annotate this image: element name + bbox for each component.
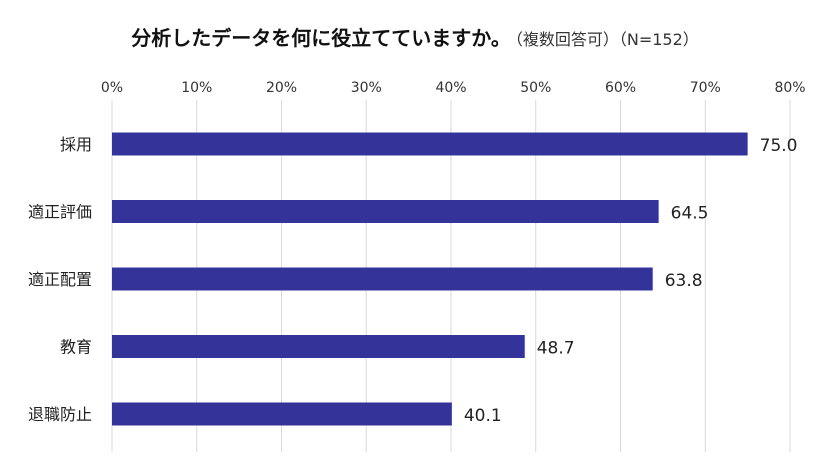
x-tick-label: 20% — [266, 80, 297, 96]
chart-subtitle: （複数回答可）（N=152） — [514, 30, 699, 49]
x-tick-label: 30% — [351, 80, 382, 96]
x-tick-label: 40% — [435, 80, 466, 96]
category-label: 適正配置 — [28, 270, 92, 289]
category-label: 退職防止 — [28, 405, 92, 424]
category-label: 適正評価 — [28, 203, 92, 222]
bar — [112, 267, 653, 291]
category-label: 採用 — [60, 135, 92, 154]
bar — [112, 132, 748, 156]
data-label: 64.5 — [671, 204, 709, 224]
bar — [112, 335, 525, 358]
x-axis-tick-labels: 0% 10% 20% 30% 40% 50% 60% 70% 80% — [101, 80, 806, 96]
x-tick-label: 50% — [520, 80, 551, 96]
x-tick-label: 60% — [605, 80, 636, 96]
data-label: 40.1 — [464, 406, 502, 426]
category-label: 教育 — [60, 338, 92, 357]
x-tick-label: 80% — [774, 80, 805, 96]
data-label: 75.0 — [760, 136, 798, 156]
bar — [112, 200, 659, 223]
data-labels: 75.0 64.5 63.8 48.7 40.1 — [464, 136, 798, 426]
x-tick-label: 10% — [181, 80, 212, 96]
x-tick-label: 0% — [101, 80, 123, 96]
bars — [112, 132, 748, 426]
data-label: 63.8 — [665, 271, 703, 291]
chart-title-row: 分析したデータを何に役立てていますか。 （複数回答可）（N=152） — [0, 22, 830, 58]
chart-title: 分析したデータを何に役立てていますか。 — [131, 26, 511, 50]
x-tick-label: 70% — [690, 80, 721, 96]
bar — [112, 402, 452, 426]
data-label: 48.7 — [537, 339, 575, 359]
